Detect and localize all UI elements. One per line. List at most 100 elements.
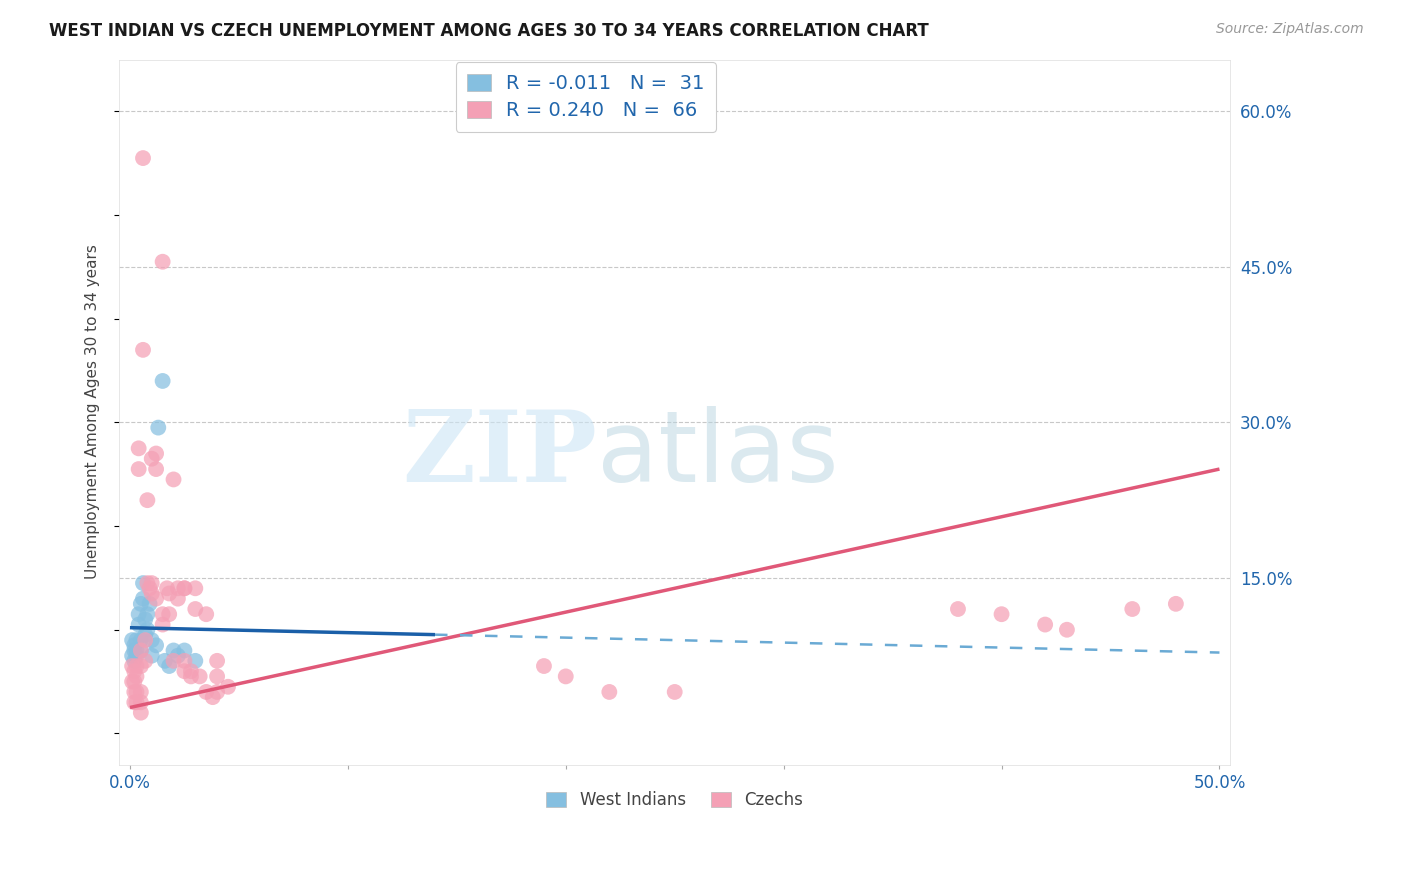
Point (184, 654, 207, 668)
Point (141, 648, 163, 663)
Point (141, 633, 163, 648)
Point (201, 690, 224, 705)
Point (152, 374, 174, 388)
Legend: West Indians, Czechs: West Indians, Czechs (540, 785, 810, 816)
Point (188, 669, 211, 683)
Point (124, 685, 146, 699)
Point (128, 442, 150, 456)
Point (153, 654, 176, 668)
Point (129, 706, 152, 720)
Point (129, 597, 152, 611)
Point (157, 607, 180, 622)
Point (167, 591, 190, 606)
Point (121, 648, 143, 663)
Point (141, 451, 163, 466)
Point (1164, 597, 1187, 611)
Point (180, 669, 202, 683)
Point (128, 462, 150, 476)
Point (136, 576, 159, 591)
Point (1056, 623, 1078, 637)
Point (145, 638, 167, 652)
Point (129, 643, 152, 657)
Point (124, 654, 146, 668)
Point (533, 659, 555, 673)
Point (156, 582, 179, 596)
Point (125, 643, 148, 657)
Point (1033, 617, 1056, 632)
Point (134, 633, 156, 648)
Point (132, 591, 155, 606)
Point (162, 654, 184, 668)
Point (162, 472, 184, 486)
Point (173, 582, 195, 596)
Point (205, 654, 228, 668)
Point (554, 669, 576, 683)
Text: ZIP: ZIP (402, 406, 598, 503)
Point (167, 582, 190, 596)
Point (125, 659, 148, 673)
Point (195, 607, 218, 622)
Point (128, 607, 150, 622)
Point (152, 607, 174, 622)
Point (136, 493, 159, 508)
Point (664, 685, 686, 699)
Point (125, 648, 148, 663)
Point (129, 695, 152, 709)
Point (205, 685, 228, 699)
Point (125, 669, 148, 683)
Point (145, 446, 167, 460)
Text: WEST INDIAN VS CZECH UNEMPLOYMENT AMONG AGES 30 TO 34 YEARS CORRELATION CHART: WEST INDIAN VS CZECH UNEMPLOYMENT AMONG … (49, 22, 929, 40)
Point (132, 151, 155, 165)
Point (129, 659, 152, 673)
Point (124, 664, 146, 678)
Point (121, 633, 143, 648)
Point (167, 648, 190, 663)
Point (124, 695, 146, 709)
Point (173, 664, 195, 678)
Point (195, 685, 218, 699)
Point (990, 607, 1012, 622)
Point (173, 582, 195, 596)
Point (129, 633, 152, 648)
Point (173, 643, 195, 657)
Point (138, 597, 160, 611)
Point (173, 654, 195, 668)
Point (946, 602, 969, 616)
Point (157, 659, 180, 673)
Point (1121, 602, 1143, 616)
Point (162, 643, 184, 657)
Point (134, 654, 156, 668)
Point (184, 602, 207, 616)
Point (157, 586, 180, 600)
Point (145, 462, 167, 476)
Point (148, 420, 170, 434)
Point (121, 674, 143, 689)
Point (129, 643, 152, 657)
Point (205, 669, 228, 683)
Point (132, 343, 155, 357)
Point (141, 576, 163, 591)
Text: Source: ZipAtlas.com: Source: ZipAtlas.com (1216, 22, 1364, 37)
Point (138, 582, 160, 596)
Point (125, 685, 148, 699)
Point (217, 680, 239, 694)
Point (134, 612, 156, 626)
Point (129, 685, 152, 699)
Point (125, 695, 148, 709)
Point (124, 643, 146, 657)
Point (141, 586, 163, 600)
Point (184, 582, 207, 596)
Point (152, 254, 174, 268)
Point (145, 591, 167, 606)
Point (128, 617, 150, 632)
Point (121, 659, 143, 673)
Text: atlas: atlas (598, 406, 838, 503)
Point (124, 674, 146, 689)
Y-axis label: Unemployment Among Ages 30 to 34 years: Unemployment Among Ages 30 to 34 years (86, 244, 100, 580)
Point (136, 607, 159, 622)
Point (152, 617, 174, 632)
Point (136, 623, 159, 637)
Point (180, 664, 202, 678)
Point (132, 576, 155, 591)
Point (598, 685, 620, 699)
